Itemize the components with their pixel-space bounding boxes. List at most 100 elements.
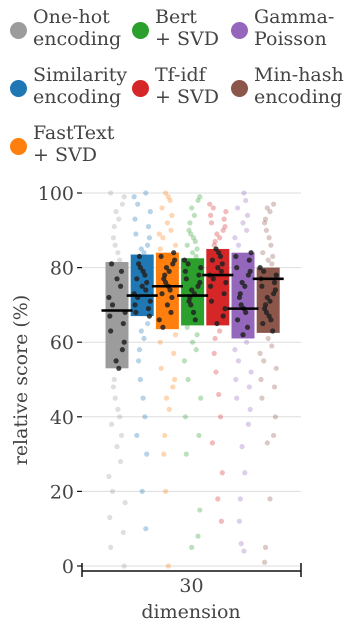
- data-point: [259, 395, 265, 401]
- data-point: [257, 350, 263, 356]
- data-point: [195, 197, 201, 204]
- data-point: [189, 205, 195, 211]
- data-point: [207, 201, 213, 207]
- data-point: [107, 514, 113, 521]
- data-point: [208, 298, 215, 304]
- data-point: [146, 313, 152, 319]
- data-point: [134, 276, 140, 282]
- data-point: [262, 220, 268, 226]
- data-point: [191, 212, 197, 218]
- data-point: [190, 339, 196, 345]
- data-point: [196, 272, 202, 278]
- data-point: [121, 563, 127, 569]
- data-point: [182, 414, 188, 420]
- data-point: [210, 276, 216, 282]
- data-point: [136, 358, 142, 364]
- data-point: [246, 384, 252, 390]
- data-point: [271, 432, 277, 439]
- data-point: [223, 209, 229, 215]
- data-point: [263, 227, 269, 233]
- data-point: [172, 242, 179, 248]
- data-point: [190, 235, 197, 241]
- data-point: [145, 320, 151, 327]
- data-point: [233, 253, 239, 260]
- data-point: [190, 309, 197, 315]
- data-point: [270, 328, 276, 334]
- data-point: [118, 268, 125, 274]
- data-point: [138, 246, 144, 252]
- data-point: [109, 302, 116, 308]
- data-point: [163, 279, 169, 286]
- data-point: [246, 257, 252, 263]
- data-point: [115, 406, 121, 412]
- data-point: [172, 376, 178, 383]
- data-point: [267, 298, 273, 304]
- data-point: [118, 432, 125, 439]
- data-point: [192, 317, 198, 323]
- y-tick-label: 40: [50, 407, 74, 429]
- data-point: [215, 265, 221, 271]
- data-point: [263, 309, 269, 315]
- box-6: [231, 252, 255, 339]
- data-point: [119, 347, 125, 353]
- data-point: [220, 313, 226, 319]
- data-point: [157, 339, 163, 345]
- data-point: [264, 205, 270, 211]
- data-point: [216, 391, 222, 398]
- legend-swatch: [132, 22, 149, 39]
- data-point: [266, 235, 272, 241]
- median-lines: [101, 273, 284, 312]
- data-point: [242, 283, 248, 289]
- data-point: [160, 324, 166, 330]
- data-point: [193, 253, 199, 260]
- y-axis-label: relative score (%): [10, 295, 32, 466]
- data-point: [163, 395, 170, 401]
- data-point: [208, 220, 215, 226]
- data-point: [141, 335, 147, 342]
- data-point: [234, 395, 240, 401]
- data-point: [113, 209, 119, 215]
- data-point: [232, 347, 238, 353]
- data-point: [217, 414, 224, 420]
- axes: 0 20 40 60 80 100 30: [38, 183, 302, 597]
- data-point: [133, 309, 139, 315]
- legend-swatch: [10, 138, 27, 155]
- data-point: [190, 250, 196, 256]
- data-point: [219, 261, 225, 267]
- data-point: [121, 339, 127, 345]
- data-point: [248, 250, 254, 256]
- data-point: [197, 507, 203, 513]
- data-point: [172, 332, 179, 338]
- data-point: [198, 395, 204, 401]
- data-point: [145, 306, 152, 312]
- data-point: [120, 529, 126, 536]
- data-point: [259, 283, 265, 289]
- box-3: [155, 252, 179, 330]
- legend-item: Similarity encoding: [10, 64, 127, 108]
- y-tick-label: 20: [50, 481, 74, 503]
- data-point: [121, 194, 127, 200]
- data-point: [208, 212, 214, 218]
- data-point: [108, 190, 114, 196]
- data-point: [264, 294, 270, 301]
- data-point: [132, 216, 138, 222]
- data-point: [166, 406, 172, 412]
- data-point: [143, 287, 149, 293]
- data-point: [136, 347, 143, 353]
- data-point: [240, 220, 246, 226]
- data-point: [222, 306, 228, 312]
- data-point: [112, 242, 118, 248]
- data-point: [217, 253, 224, 260]
- data-point: [221, 216, 227, 222]
- data-point: [222, 223, 228, 230]
- data-point: [196, 432, 202, 439]
- data-point: [189, 544, 195, 550]
- data-point: [162, 432, 168, 439]
- legend-label: Gamma- Poisson: [254, 6, 335, 50]
- data-point: [188, 302, 194, 308]
- data-point: [182, 268, 188, 274]
- data-point: [109, 421, 115, 427]
- data-point: [244, 227, 250, 233]
- data-point: [244, 212, 251, 218]
- legend-swatch: [231, 22, 248, 39]
